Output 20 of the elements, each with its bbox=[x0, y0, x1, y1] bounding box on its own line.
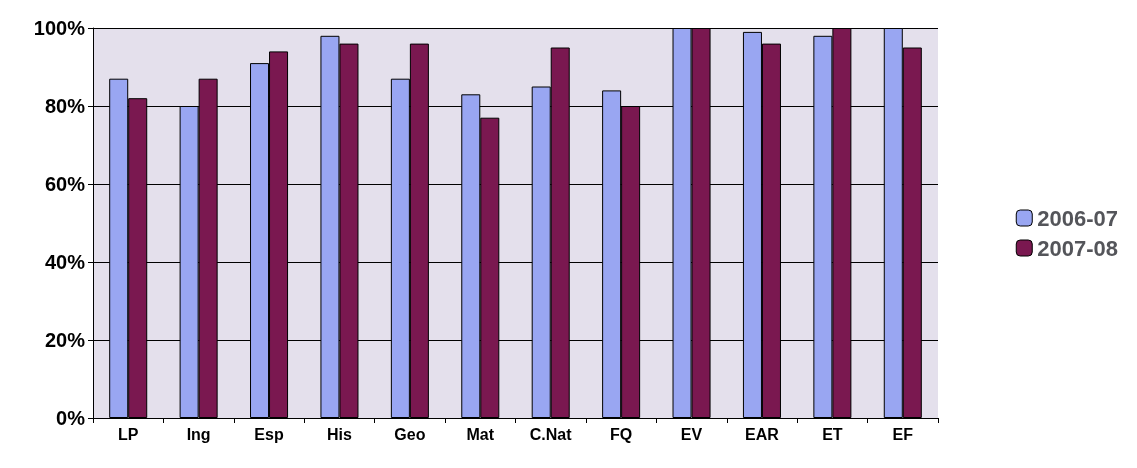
x-tick-label: Mat bbox=[466, 425, 495, 443]
x-tick-label: FQ bbox=[610, 425, 633, 443]
y-tick-label: 0% bbox=[56, 407, 86, 429]
legend-label: 2006-07 bbox=[1037, 205, 1119, 231]
x-tick-label: EF bbox=[892, 425, 914, 443]
y-tick-label: 40% bbox=[44, 251, 86, 273]
y-tick-label: 80% bbox=[44, 95, 86, 117]
x-tick-label: Geo bbox=[394, 425, 426, 443]
x-tick-label: EV bbox=[680, 425, 703, 443]
x-tick-label: ET bbox=[822, 425, 843, 443]
x-tick-label: Ing bbox=[186, 425, 211, 443]
y-tick-label: 100% bbox=[33, 17, 86, 39]
y-tick-label: 20% bbox=[44, 329, 86, 351]
x-tick-label: Esp bbox=[254, 425, 284, 443]
x-tick-label: His bbox=[327, 425, 353, 443]
legend-label: 2007-08 bbox=[1037, 235, 1119, 261]
y-tick-label: 60% bbox=[44, 173, 86, 195]
x-tick-label: LP bbox=[117, 425, 139, 443]
x-tick-label: C.Nat bbox=[529, 425, 573, 443]
x-tick-label: EAR bbox=[745, 425, 780, 443]
